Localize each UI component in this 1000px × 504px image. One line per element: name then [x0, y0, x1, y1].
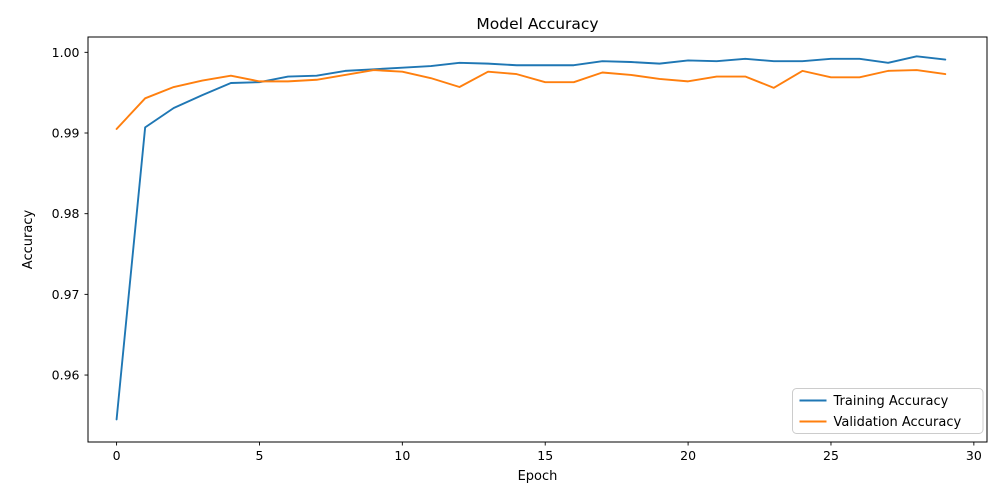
y-tick-label: 0.97	[52, 287, 80, 302]
y-tick-label: 0.96	[52, 368, 80, 383]
training-accuracy-line	[115, 55, 947, 421]
x-tick-label: 30	[966, 448, 982, 463]
axes-spines	[87, 36, 988, 443]
legend: Training Accuracy Validation Accuracy	[792, 388, 984, 434]
axis-ticks: 0 5 10 15 20 25 30 1.00 0.99 0.98 0.97 0.96	[52, 45, 982, 463]
chart-title: Model Accuracy	[476, 15, 598, 33]
x-tick-label: 5	[255, 448, 263, 463]
y-tick-label: 1.00	[52, 45, 80, 60]
y-tick-label: 0.99	[52, 126, 80, 141]
x-tick-label: 0	[113, 448, 121, 463]
x-tick-label: 25	[823, 448, 839, 463]
x-tick-label: 10	[394, 448, 410, 463]
y-axis-label: Accuracy	[21, 210, 36, 270]
validation-accuracy-line	[115, 69, 947, 130]
legend-box	[792, 388, 984, 434]
x-tick-label: 15	[537, 448, 553, 463]
x-axis-label: Epoch	[518, 469, 558, 484]
legend-label: Validation Accuracy	[834, 415, 962, 430]
y-tick-label: 0.98	[52, 206, 80, 221]
data-series	[115, 55, 947, 421]
plot-frame	[87, 36, 988, 443]
x-tick-label: 20	[680, 448, 696, 463]
legend-label: Training Accuracy	[833, 394, 949, 409]
